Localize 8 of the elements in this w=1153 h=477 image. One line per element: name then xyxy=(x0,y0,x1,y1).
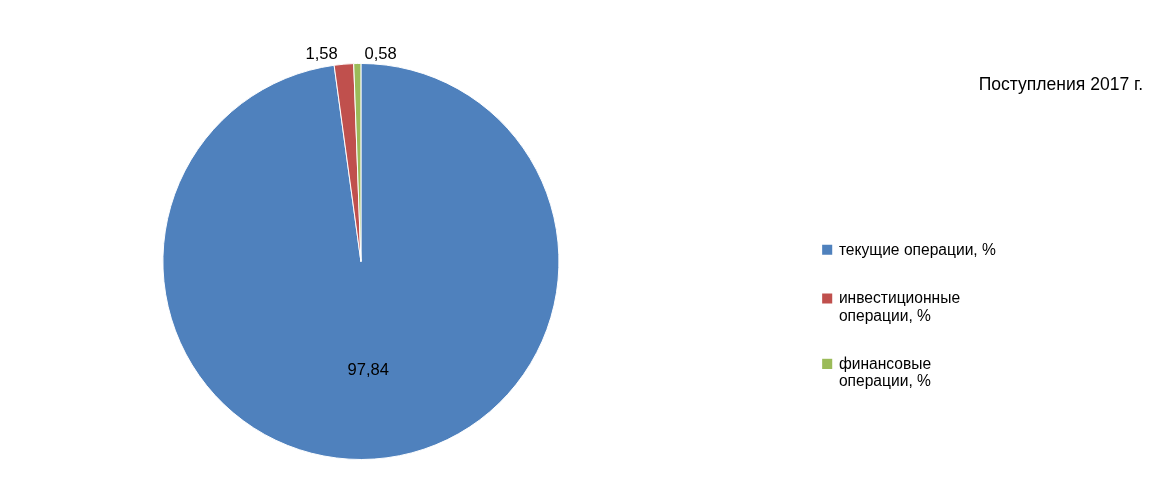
data-label: 97,84 xyxy=(347,360,390,380)
data-label: 0,58 xyxy=(364,43,397,63)
text: Поступления 2017 г. xyxy=(978,73,1144,94)
legend-label: текущие операции, % xyxy=(838,240,997,258)
legend-label: инвестиционные операции, % xyxy=(838,289,961,324)
data-label: 1,58 xyxy=(305,44,338,64)
legend-label: финансовые операции, % xyxy=(838,354,932,390)
pie-slice xyxy=(162,62,560,460)
